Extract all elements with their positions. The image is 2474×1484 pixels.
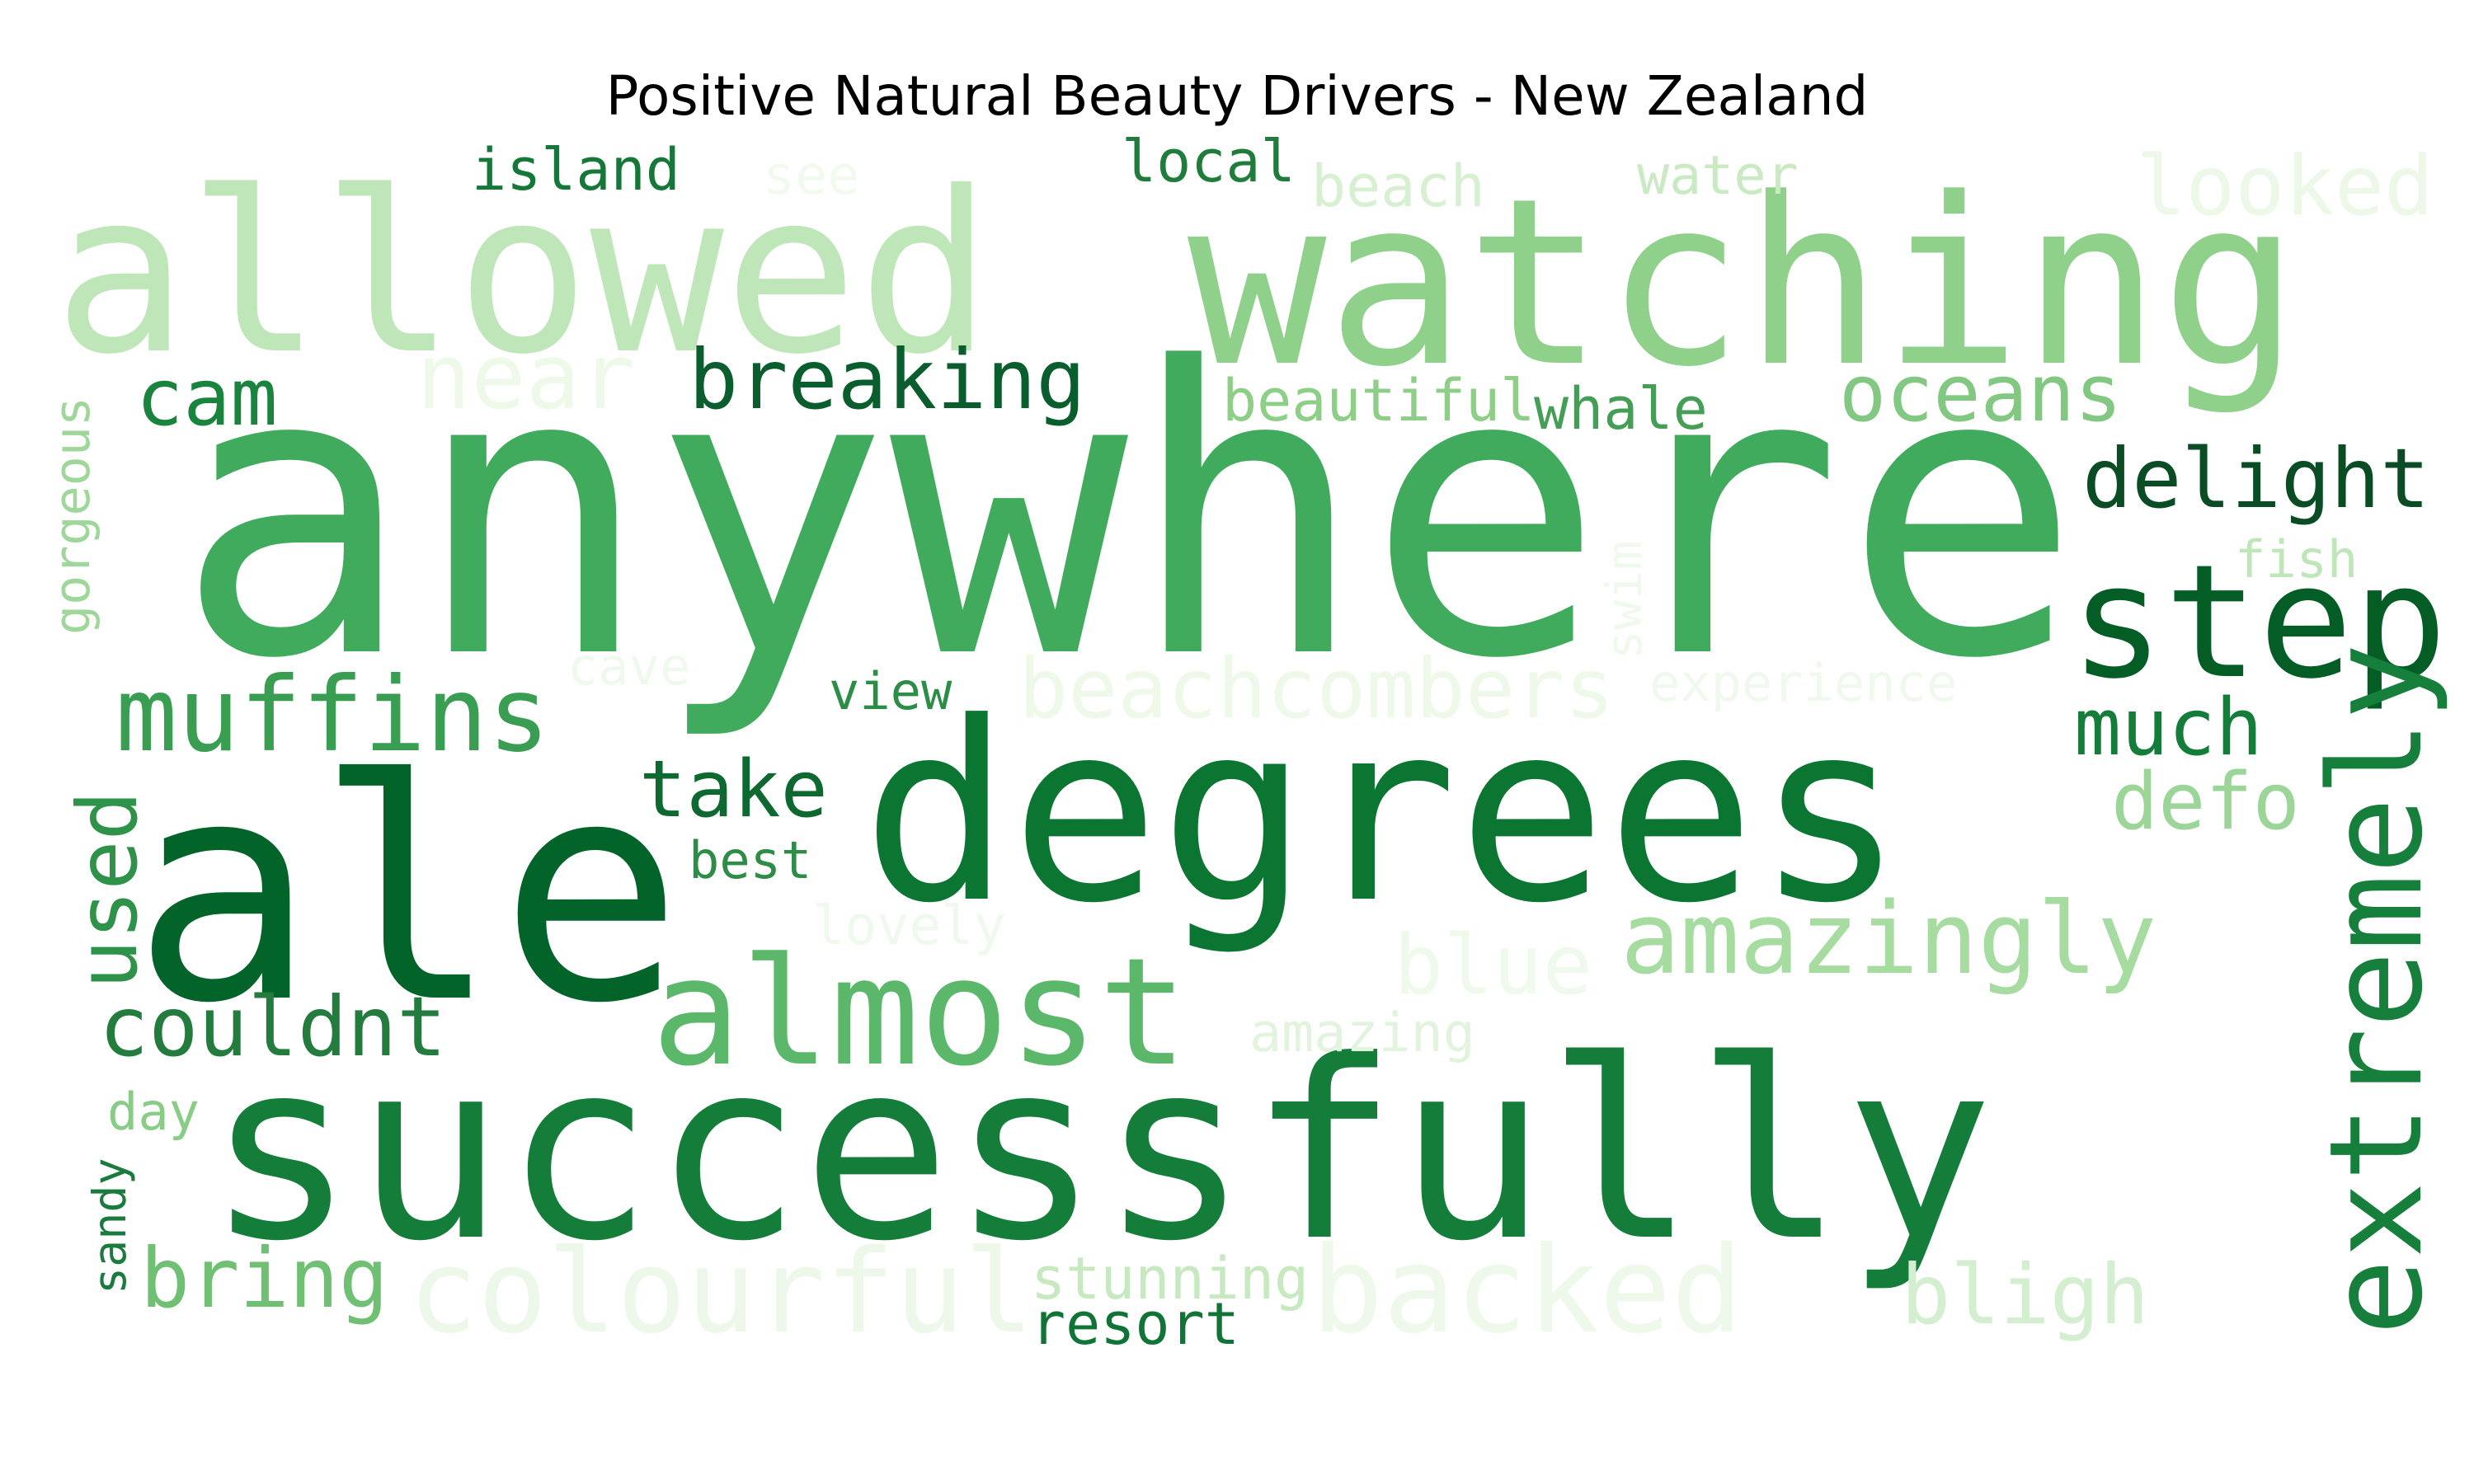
word-extremely: extremely xyxy=(2302,643,2451,1336)
word-cave: cave xyxy=(567,636,690,697)
word-oceans: oceans xyxy=(1839,349,2122,439)
word-watching: watching xyxy=(1188,149,2300,418)
word-local: local xyxy=(1122,128,1296,195)
word-lovely: lovely xyxy=(812,895,1006,957)
word-ale: ale xyxy=(132,716,683,1070)
word-bligh: bligh xyxy=(1901,1247,2149,1343)
word-beachcombers: beachcombers xyxy=(1018,641,1614,737)
word-amazingly: amazingly xyxy=(1620,882,2157,997)
word-allowed: allowed xyxy=(54,143,992,403)
word-resort: resort xyxy=(1031,1290,1239,1358)
word-colourful: colourful xyxy=(408,1225,1034,1360)
word-cam: cam xyxy=(136,353,278,444)
word-backed: backed xyxy=(1311,1221,1743,1360)
word-take: take xyxy=(639,744,828,835)
word-beautiful: beautiful xyxy=(1222,367,1535,434)
word-blue: blue xyxy=(1394,917,1592,1013)
word-swim: swim xyxy=(1596,541,1653,660)
word-sandy: sandy xyxy=(83,1158,136,1294)
word-gorgeous: gorgeous xyxy=(44,397,101,635)
word-experience: experience xyxy=(1649,653,1957,713)
word-beach: beach xyxy=(1311,153,1485,220)
word-view: view xyxy=(829,661,952,721)
word-fish: fish xyxy=(2235,529,2358,589)
word-water: water xyxy=(1637,145,1799,207)
word-delight: delight xyxy=(2082,430,2429,527)
word-degrees: degrees xyxy=(862,669,1904,957)
word-stunning: stunning xyxy=(1031,1245,1309,1313)
word-best: best xyxy=(689,830,811,890)
word-anywhere: anywhere xyxy=(175,284,2081,745)
word-almost: almost xyxy=(651,927,1188,1099)
word-breaking: breaking xyxy=(689,331,1086,428)
word-island: island xyxy=(472,136,680,204)
word-defo: defo xyxy=(2111,757,2300,848)
word-muffins: muffins xyxy=(115,655,550,775)
word-looked: looked xyxy=(2136,138,2434,234)
word-couldnt: couldnt xyxy=(99,979,446,1075)
word-step: step xyxy=(2070,531,2448,713)
word-used: used xyxy=(59,791,156,989)
word-near: near xyxy=(416,324,635,430)
word-whale: whale xyxy=(1534,375,1708,443)
word-bring: bring xyxy=(140,1230,388,1327)
word-day: day xyxy=(107,1082,200,1142)
word-amazing: amazing xyxy=(1249,1003,1475,1064)
word-much: much xyxy=(2074,683,2263,773)
chart-title: Positive Natural Beauty Drivers - New Ze… xyxy=(605,64,1869,128)
word-successfully: successfully xyxy=(206,1007,1993,1295)
word-see: see xyxy=(763,145,859,207)
